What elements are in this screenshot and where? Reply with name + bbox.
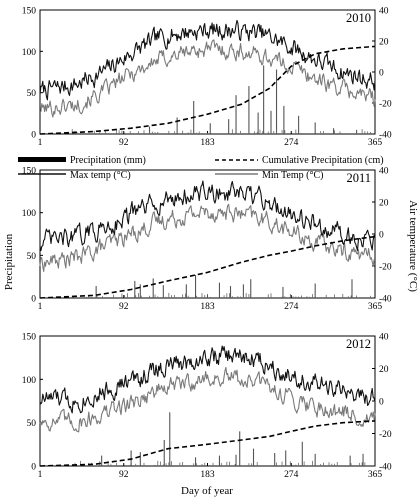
- y-axis-label-left: Precipitation: [3, 233, 15, 290]
- series-cumulative-precip: [39, 45, 376, 135]
- y-tick-label-left: 50: [27, 419, 37, 429]
- legend-label-cumulative: Cumulative Precipitation (cm): [262, 155, 384, 166]
- series-cumulative-precip: [39, 420, 376, 467]
- y-axis-label-right: Air temperature (°C): [407, 200, 419, 292]
- x-tick-label: 1: [38, 470, 43, 480]
- y-tick-label-right: -20: [379, 100, 392, 110]
- y-tick-label-left: 150: [22, 7, 37, 17]
- x-tick-label: 92: [119, 470, 129, 480]
- y-tick-label-right: -40: [379, 131, 392, 141]
- legend-label-min-temp: Min Temp (°C): [262, 170, 323, 181]
- x-tick-label: 365: [368, 470, 383, 480]
- y-tick-label-right: -40: [379, 295, 392, 305]
- x-tick-label: 183: [200, 470, 215, 480]
- y-tick-label-right: -20: [379, 430, 392, 440]
- x-tick-label: 274: [284, 302, 299, 312]
- plot-frame: [39, 335, 376, 467]
- y-tick-label-right: 40: [379, 333, 389, 343]
- series-max-temp: [39, 345, 376, 414]
- y-tick-label-right: 20: [379, 38, 389, 48]
- panel-year-label: 2012: [346, 337, 371, 351]
- plot-frame: [39, 9, 376, 135]
- legend-label-precipitation: Precipitation (mm): [70, 155, 146, 166]
- y-tick-label-right: 40: [379, 167, 389, 177]
- series-min-temp: [39, 203, 376, 272]
- x-tick-label: 365: [368, 302, 383, 312]
- y-tick-label-left: 150: [22, 167, 37, 177]
- panel-year-label: 2010: [346, 11, 371, 25]
- x-axis-label: Day of year: [181, 485, 233, 497]
- y-tick-label-right: 0: [379, 398, 384, 408]
- y-tick-label-left: 0: [31, 295, 36, 305]
- y-tick-label-right: 40: [379, 7, 389, 17]
- y-tick-label-left: 50: [27, 89, 37, 99]
- panel-year-label: 2011: [346, 171, 371, 185]
- x-tick-label: 1: [38, 138, 43, 148]
- x-tick-label: 183: [200, 302, 215, 312]
- series-max-temp: [39, 19, 376, 101]
- x-tick-label: 183: [200, 138, 215, 148]
- y-tick-label-left: 100: [22, 209, 37, 219]
- y-tick-label-right: 20: [379, 199, 389, 209]
- y-tick-label-left: 0: [31, 131, 36, 141]
- series-max-temp: [39, 180, 376, 252]
- y-tick-label-right: 20: [379, 365, 389, 375]
- y-tick-label-right: 0: [379, 69, 384, 79]
- x-tick-label: 274: [284, 138, 299, 148]
- panel-2010: 1 92 183 274 365 0 50 100 150 -40 -20 0 20 40 2010: [22, 7, 392, 149]
- legend-swatch-precipitation: [18, 157, 66, 162]
- y-tick-label-right: 0: [379, 231, 384, 241]
- legend-label-max-temp: Max temp (°C): [70, 170, 131, 181]
- x-tick-label: 365: [368, 138, 383, 148]
- panel-2012: 1 92 183 274 365 0 50 100 150 -40 -20 0 20 40 2012: [22, 333, 392, 481]
- y-tick-label-left: 100: [22, 376, 37, 386]
- y-tick-label-right: -20: [379, 263, 392, 273]
- y-tick-label-left: 0: [31, 463, 36, 473]
- y-tick-label-left: 100: [22, 48, 37, 58]
- x-tick-label: 92: [119, 138, 129, 148]
- x-tick-label: 274: [284, 470, 299, 480]
- x-tick-label: 92: [119, 302, 129, 312]
- panel-2011: 1 92 183 274 365 0 50 100 150 -40 -20 0 20 40 2011: [22, 167, 392, 313]
- legend: Precipitation (mm) Cumulative Precipitat…: [18, 155, 384, 181]
- series-min-temp: [39, 366, 376, 433]
- series-cumulative-precip: [39, 235, 376, 299]
- y-tick-label-right: -40: [379, 463, 392, 473]
- y-tick-label-left: 150: [22, 333, 37, 343]
- x-tick-label: 1: [38, 302, 43, 312]
- series-min-temp: [39, 39, 376, 118]
- y-tick-label-left: 50: [27, 252, 37, 262]
